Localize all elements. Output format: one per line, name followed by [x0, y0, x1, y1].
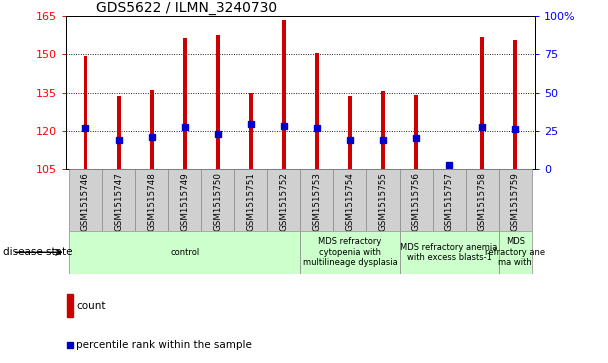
Bar [216, 36, 219, 169]
Text: GSM1515757: GSM1515757 [444, 172, 454, 231]
Text: GSM1515747: GSM1515747 [114, 172, 123, 231]
Text: percentile rank within the sample: percentile rank within the sample [77, 340, 252, 350]
Bar [513, 41, 517, 169]
Bar [135, 169, 168, 231]
Text: GDS5622 / ILMN_3240730: GDS5622 / ILMN_3240730 [96, 0, 277, 15]
Bar [268, 169, 300, 231]
Text: GSM1515750: GSM1515750 [213, 172, 222, 231]
Text: GSM1515753: GSM1515753 [313, 172, 322, 231]
Bar [399, 169, 432, 231]
Text: GSM1515758: GSM1515758 [478, 172, 486, 231]
Text: GSM1515754: GSM1515754 [345, 172, 354, 231]
Bar [447, 164, 451, 169]
Text: MDS
refractory ane
ma with: MDS refractory ane ma with [485, 237, 545, 267]
Text: GSM1515748: GSM1515748 [147, 172, 156, 231]
Bar [83, 56, 88, 169]
Bar [414, 95, 418, 169]
Text: GSM1515756: GSM1515756 [412, 172, 421, 231]
Bar [201, 169, 234, 231]
Text: GSM1515751: GSM1515751 [246, 172, 255, 231]
Bar [282, 20, 286, 169]
Bar [499, 169, 532, 231]
Text: GSM1515746: GSM1515746 [81, 172, 90, 231]
Bar [249, 93, 253, 169]
Text: GSM1515759: GSM1515759 [511, 172, 520, 231]
Text: control: control [170, 248, 199, 257]
Bar [432, 169, 466, 231]
Bar [381, 91, 385, 169]
Text: GSM1515755: GSM1515755 [379, 172, 387, 231]
Bar [102, 169, 135, 231]
Bar [315, 53, 319, 169]
Bar [399, 231, 499, 274]
Bar [367, 169, 399, 231]
Text: count: count [77, 301, 106, 310]
Bar [168, 169, 201, 231]
Bar [300, 169, 333, 231]
Bar [69, 169, 102, 231]
Bar [333, 169, 367, 231]
Text: disease state: disease state [3, 247, 72, 257]
Bar [300, 231, 399, 274]
Bar [69, 231, 300, 274]
Bar [67, 294, 74, 317]
Bar [499, 231, 532, 274]
Text: MDS refractory
cytopenia with
multilineage dysplasia: MDS refractory cytopenia with multilinea… [303, 237, 397, 267]
Bar [234, 169, 268, 231]
Bar [348, 97, 352, 169]
Bar [480, 37, 484, 169]
Text: MDS refractory anemia
with excess blasts-1: MDS refractory anemia with excess blasts… [401, 242, 498, 262]
Bar [150, 90, 154, 169]
Bar [466, 169, 499, 231]
Text: GSM1515752: GSM1515752 [279, 172, 288, 231]
Text: GSM1515749: GSM1515749 [180, 172, 189, 231]
Bar [182, 38, 187, 169]
Bar [117, 97, 120, 169]
